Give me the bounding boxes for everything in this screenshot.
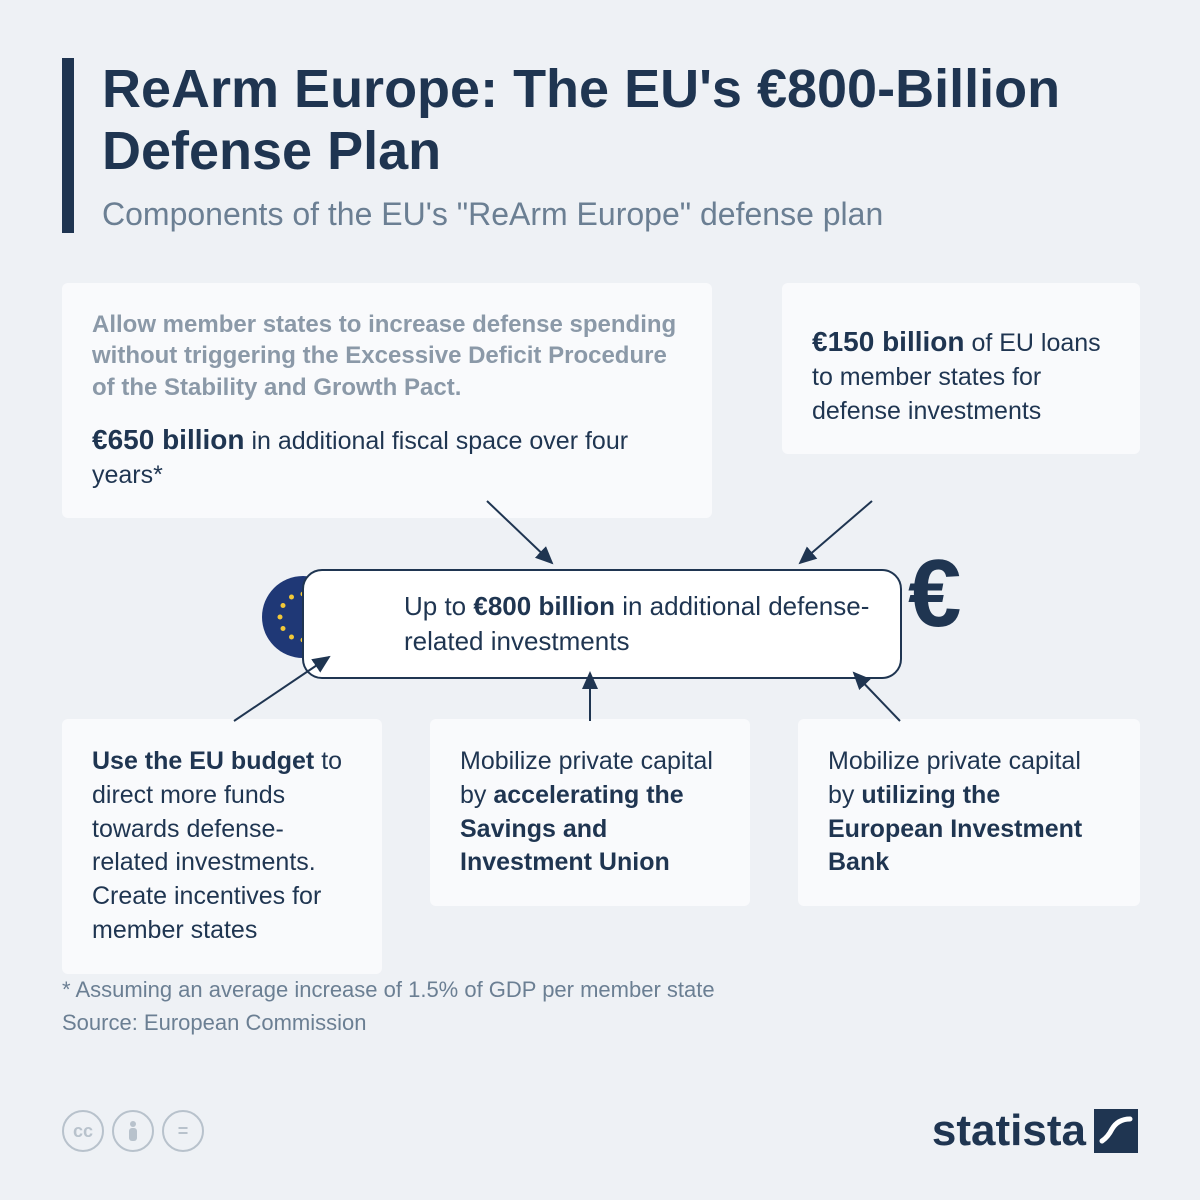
card-amount: €150 billion [812,326,965,357]
card-eu-budget: Use the EU budget to direct more funds t… [62,719,382,974]
brand-mark-icon [1094,1109,1138,1153]
card-body: €650 billion in additional fiscal space … [92,421,682,493]
center-amount: €800 billion [473,591,615,621]
footnote-source: Source: European Commission [62,1006,1138,1039]
card-eu-loans: €150 billion of EU loans to member state… [782,283,1140,454]
title-block: ReArm Europe: The EU's €800-Billion Defe… [62,58,1138,233]
card-fiscal-space: Allow member states to increase defense … [62,283,712,518]
brand-logo: statista [932,1106,1138,1156]
card-amount: €650 billion [92,424,245,455]
footnote-assumption: * Assuming an average increase of 1.5% o… [62,973,1138,1006]
card-body-text: to direct more funds towards defense-rel… [92,747,342,944]
card-body: €150 billion of EU loans to member state… [812,323,1110,428]
card-lead-text: Allow member states to increase defense … [92,309,682,403]
card-bold: accelerating the Savings and Investment … [460,781,684,877]
page-subtitle: Components of the EU's "ReArm Europe" de… [102,196,1138,233]
footnote: * Assuming an average increase of 1.5% o… [62,973,1138,1039]
cc-icon: cc [62,1110,104,1152]
center-total-box: Up to €800 billion in additional defense… [302,569,902,679]
euro-symbol-icon: € [908,539,961,649]
card-body: Mobilize private capital by accelerating… [460,745,720,880]
card-body: Use the EU budget to direct more funds t… [92,745,352,948]
card-body: Mobilize private capital by utilizing th… [828,745,1110,880]
nd-icon: = [162,1110,204,1152]
card-eib: Mobilize private capital by utilizing th… [798,719,1140,906]
center-pre: Up to [404,591,473,621]
brand-text: statista [932,1106,1086,1156]
by-icon [112,1110,154,1152]
page-title: ReArm Europe: The EU's €800-Billion Defe… [102,58,1138,182]
card-bold: utilizing the European Investment Bank [828,781,1082,877]
diagram-area: Allow member states to increase defense … [62,283,1138,963]
footer: cc = statista [62,1106,1138,1156]
license-icons: cc = [62,1110,204,1152]
card-bold: Use the EU budget [92,747,314,775]
card-savings-union: Mobilize private capital by accelerating… [430,719,750,906]
